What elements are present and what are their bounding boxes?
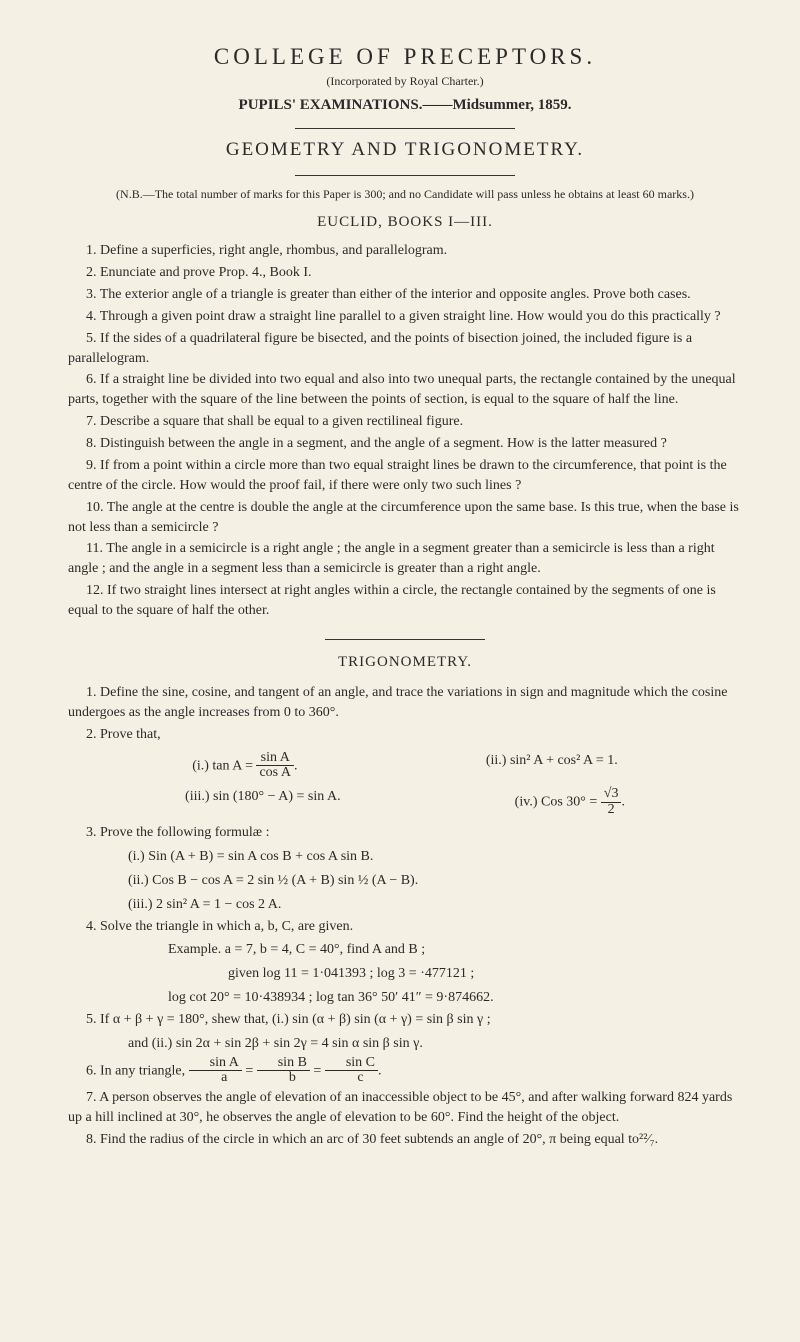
sub-question: (i.) Sin (A + B) = sin A cos B + cos A s… <box>128 845 742 869</box>
formula-row: (i.) tan A = sin Acos A. (ii.) sin² A + … <box>98 751 712 781</box>
numerator: √3 <box>601 787 622 803</box>
fraction: √32 <box>601 787 622 817</box>
denominator: 2 <box>601 803 622 818</box>
sub-question: (ii.) Cos B − cos A = 2 sin ½ (A + B) si… <box>128 869 742 893</box>
divider <box>295 175 515 176</box>
question: 6. In any triangle, sin Aa = sin Bb = si… <box>68 1056 742 1086</box>
formula-i: (i.) tan A = sin Acos A. <box>192 751 297 781</box>
question: 1. Define the sine, cosine, and tangent … <box>68 683 742 723</box>
euclid-heading: EUCLID, BOOKS I—III. <box>68 214 742 231</box>
formula-text: . <box>621 794 625 809</box>
page-title: COLLEGE OF PRECEPTORS. <box>68 44 742 70</box>
numerator: sin C <box>325 1056 378 1072</box>
denominator: b <box>257 1071 310 1086</box>
sub-question: (iii.) 2 sin² A = 1 − cos 2 A. <box>128 893 742 917</box>
log-line: log cot 20° = 10·438934 ; log tan 36° 50… <box>168 986 742 1010</box>
question: 8. Distinguish between the angle in a se… <box>68 434 742 454</box>
question: 2. Enunciate and prove Prop. 4., Book I. <box>68 263 742 283</box>
fraction: sin Acos A <box>256 751 294 781</box>
question: 9. If from a point within a circle more … <box>68 456 742 496</box>
question: 12. If two straight lines intersect at r… <box>68 581 742 621</box>
fraction: sin Aa <box>189 1056 242 1086</box>
nb-note: (N.B.—The total number of marks for this… <box>88 186 722 202</box>
formula-text: (i.) tan A = <box>192 758 256 773</box>
question: 2. Prove that, <box>68 725 742 745</box>
incorporated-line: (Incorporated by Royal Charter.) <box>68 74 742 89</box>
trig-questions: 1. Define the sine, cosine, and tangent … <box>68 683 742 1150</box>
question: 5. If the sides of a quadrilateral figur… <box>68 329 742 369</box>
question: 4. Through a given point draw a straight… <box>68 307 742 327</box>
formula-row: (iii.) sin (180° − A) = sin A. (iv.) Cos… <box>98 787 712 817</box>
question: 3. Prove the following formulæ : <box>68 823 742 843</box>
example-line: Example. a = 7, b = 4, C = 40°, find A a… <box>168 938 742 962</box>
exams-line: PUPILS' EXAMINATIONS.——Midsummer, 1859. <box>68 97 742 114</box>
formula-ii: (ii.) sin² A + cos² A = 1. <box>486 751 618 781</box>
formula-iii: (iii.) sin (180° − A) = sin A. <box>185 787 341 817</box>
question: 5. If α + β + γ = 180°, shew that, (i.) … <box>68 1010 742 1030</box>
formula-text: = <box>242 1063 257 1078</box>
divider <box>325 639 485 640</box>
question: 8. Find the radius of the circle in whic… <box>68 1130 742 1150</box>
sub-question: and (ii.) sin 2α + sin 2β + sin 2γ = 4 s… <box>128 1032 742 1056</box>
euclid-questions: 1. Define a superficies, right angle, rh… <box>68 241 742 621</box>
question: 3. The exterior angle of a triangle is g… <box>68 285 742 305</box>
denominator: c <box>325 1071 378 1086</box>
formula-text: = <box>310 1063 325 1078</box>
numerator: sin B <box>257 1056 310 1072</box>
formula-iv: (iv.) Cos 30° = √32. <box>515 787 625 817</box>
paper-page: COLLEGE OF PRECEPTORS. (Incorporated by … <box>0 0 800 1342</box>
formula-text: . <box>294 758 298 773</box>
question: 7. Describe a square that shall be equal… <box>68 412 742 432</box>
question: 6. If a straight line be divided into tw… <box>68 370 742 410</box>
formula-text: 6. In any triangle, <box>86 1063 189 1078</box>
question: 1. Define a superficies, right angle, rh… <box>68 241 742 261</box>
trig-heading: TRIGONOMETRY. <box>68 654 742 671</box>
numerator: sin A <box>256 751 294 767</box>
section-title: GEOMETRY AND TRIGONOMETRY. <box>68 139 742 161</box>
question: 7. A person observes the angle of elevat… <box>68 1088 742 1128</box>
question: 10. The angle at the centre is double th… <box>68 498 742 538</box>
given-line: given log 11 = 1·041393 ; log 3 = ·47712… <box>228 962 742 986</box>
question: 11. The angle in a semicircle is a right… <box>68 539 742 579</box>
formula-text: . <box>378 1063 382 1078</box>
fraction: sin Bb <box>257 1056 310 1086</box>
divider <box>295 128 515 129</box>
numerator: sin A <box>189 1056 242 1072</box>
formula-text: (iv.) Cos 30° = <box>515 794 601 809</box>
denominator: a <box>189 1071 242 1086</box>
denominator: cos A <box>256 766 294 781</box>
fraction: sin Cc <box>325 1056 378 1086</box>
question: 4. Solve the triangle in which a, b, C, … <box>68 917 742 937</box>
